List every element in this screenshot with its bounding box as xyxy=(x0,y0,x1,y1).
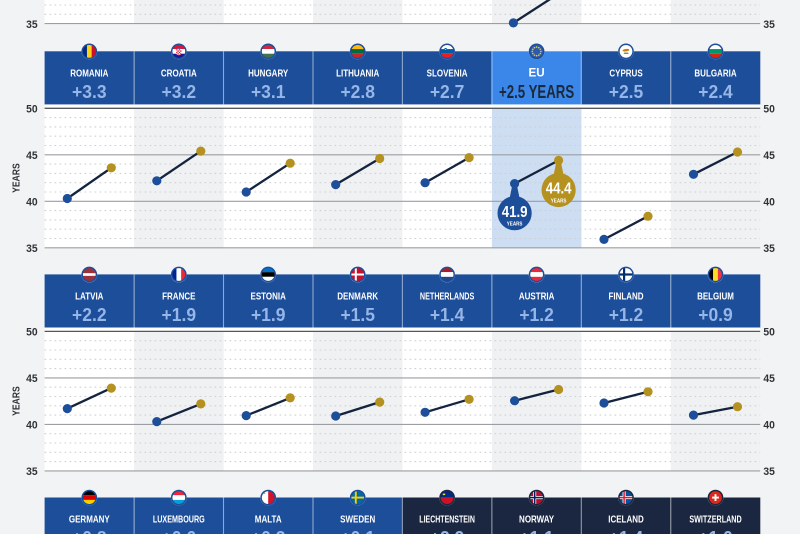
svg-text:ESTONIA: ESTONIA xyxy=(251,291,287,302)
svg-text:YEARS: YEARS xyxy=(507,221,523,228)
svg-text:FRANCE: FRANCE xyxy=(162,291,195,302)
svg-text:40: 40 xyxy=(763,196,775,208)
svg-text:+3.1: +3.1 xyxy=(251,81,286,102)
svg-text:HUNGARY: HUNGARY xyxy=(248,67,288,78)
svg-text:+1.9: +1.9 xyxy=(251,305,286,326)
svg-text:CROATIA: CROATIA xyxy=(161,67,197,78)
svg-text:NETHERLANDS: NETHERLANDS xyxy=(420,290,474,301)
svg-text:+0.6: +0.6 xyxy=(162,528,197,534)
svg-text:50: 50 xyxy=(763,103,775,115)
svg-text:+2.9: +2.9 xyxy=(430,528,465,534)
svg-text:+1.2: +1.2 xyxy=(609,305,644,326)
svg-text:NORWAY: NORWAY xyxy=(519,514,554,525)
svg-text:45: 45 xyxy=(763,373,775,385)
svg-text:+1.4: +1.4 xyxy=(609,528,644,534)
svg-text:+2.8: +2.8 xyxy=(340,81,375,102)
svg-text:+1.9: +1.9 xyxy=(162,305,197,326)
svg-text:SWITZERLAND: SWITZERLAND xyxy=(689,513,741,524)
svg-text:+3.2: +3.2 xyxy=(162,81,197,102)
svg-text:AUSTRIA: AUSTRIA xyxy=(519,291,555,302)
svg-text:+1.1: +1.1 xyxy=(519,528,554,534)
svg-text:DENMARK: DENMARK xyxy=(337,291,378,302)
svg-text:+2.2: +2.2 xyxy=(72,305,107,326)
svg-text:35: 35 xyxy=(763,243,775,255)
svg-text:LITHUANIA: LITHUANIA xyxy=(336,67,379,78)
svg-text:45: 45 xyxy=(763,150,775,162)
svg-text:35: 35 xyxy=(26,243,38,255)
svg-text:40: 40 xyxy=(763,419,775,431)
svg-text:50: 50 xyxy=(26,103,38,115)
svg-text:+2.5: +2.5 xyxy=(609,81,644,102)
svg-text:40: 40 xyxy=(26,419,38,431)
svg-text:+2.4: +2.4 xyxy=(698,81,733,102)
svg-text:YEARS: YEARS xyxy=(551,198,567,205)
svg-text:FINLAND: FINLAND xyxy=(608,291,643,302)
svg-text:CYPRUS: CYPRUS xyxy=(609,67,642,78)
svg-text:50: 50 xyxy=(26,326,38,338)
svg-text:LIECHTENSTEIN: LIECHTENSTEIN xyxy=(419,513,475,525)
svg-text:45: 45 xyxy=(26,373,38,385)
svg-text:LATVIA: LATVIA xyxy=(75,291,104,302)
svg-text:41.9: 41.9 xyxy=(502,204,528,221)
svg-text:YEARS: YEARS xyxy=(11,386,22,416)
svg-text:+1.2: +1.2 xyxy=(519,305,554,326)
svg-text:ICELAND: ICELAND xyxy=(608,514,644,525)
svg-text:+2.5 YEARS: +2.5 YEARS xyxy=(499,82,574,103)
svg-text:YEARS: YEARS xyxy=(11,163,22,193)
svg-text:ROMANIA: ROMANIA xyxy=(70,67,109,78)
svg-text:+3.3: +3.3 xyxy=(72,81,107,102)
svg-text:LUXEMBOURG: LUXEMBOURG xyxy=(153,513,205,524)
svg-text:BELGIUM: BELGIUM xyxy=(697,291,734,302)
svg-text:35: 35 xyxy=(26,466,38,478)
svg-text:GERMANY: GERMANY xyxy=(69,514,110,525)
svg-text:35: 35 xyxy=(26,19,38,31)
svg-text:BULGARIA: BULGARIA xyxy=(694,67,737,78)
svg-text:SWEDEN: SWEDEN xyxy=(340,514,375,525)
svg-text:+1.0: +1.0 xyxy=(698,528,733,534)
svg-text:EU: EU xyxy=(529,65,545,79)
svg-text:+2.7: +2.7 xyxy=(430,81,465,102)
svg-text:+0.3: +0.3 xyxy=(251,528,286,534)
svg-text:50: 50 xyxy=(763,326,775,338)
svg-text:+1.5: +1.5 xyxy=(340,305,375,326)
svg-text:+0.9: +0.9 xyxy=(698,305,733,326)
svg-text:44.4: 44.4 xyxy=(546,181,573,198)
svg-text:35: 35 xyxy=(763,19,775,31)
svg-text:+1.4: +1.4 xyxy=(430,305,465,326)
svg-text:+0.1: +0.1 xyxy=(340,528,375,534)
svg-text:SLOVENIA: SLOVENIA xyxy=(427,67,468,78)
svg-text:45: 45 xyxy=(26,150,38,162)
svg-text:35: 35 xyxy=(763,466,775,478)
svg-text:MALTA: MALTA xyxy=(255,514,282,525)
svg-text:+0.8: +0.8 xyxy=(72,528,107,534)
svg-text:40: 40 xyxy=(26,196,38,208)
